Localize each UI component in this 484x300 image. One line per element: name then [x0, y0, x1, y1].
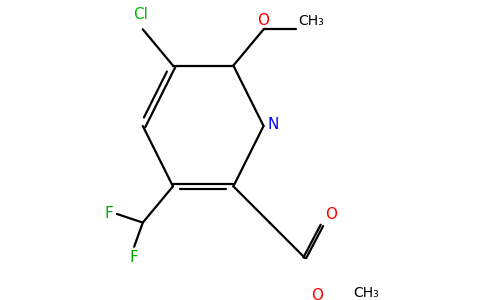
Text: CH₃: CH₃ — [298, 14, 324, 28]
Text: CH₃: CH₃ — [353, 286, 379, 300]
Text: Cl: Cl — [134, 7, 149, 22]
Text: F: F — [105, 206, 113, 221]
Text: O: O — [325, 207, 337, 222]
Text: N: N — [268, 117, 279, 132]
Text: O: O — [257, 13, 270, 28]
Text: F: F — [130, 250, 138, 265]
Text: O: O — [311, 288, 323, 300]
